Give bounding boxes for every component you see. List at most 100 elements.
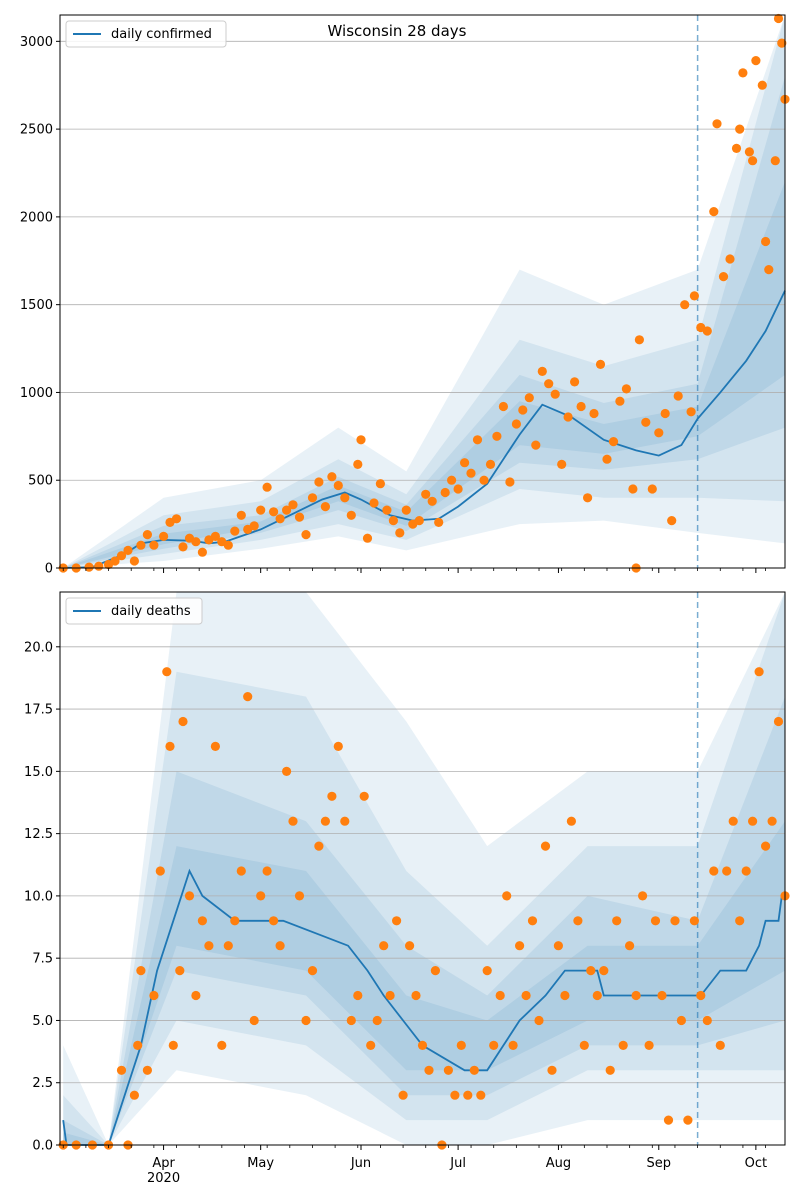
observed-point — [162, 667, 172, 677]
observed-point — [476, 1090, 486, 1100]
observed-point — [414, 516, 424, 526]
observed-point — [550, 389, 560, 399]
observed-point — [210, 741, 220, 752]
observed-point — [223, 941, 233, 951]
observed-point — [159, 531, 169, 542]
observed-point — [301, 530, 311, 540]
observed-point — [773, 716, 784, 727]
observed-point — [667, 516, 677, 526]
observed-point — [282, 505, 292, 515]
observed-point — [547, 1065, 557, 1075]
observed-point — [540, 841, 551, 851]
observed-point — [715, 1040, 725, 1050]
observed-point — [644, 1040, 654, 1050]
observed-point — [405, 941, 415, 951]
deaths-median-line — [62, 868, 785, 1146]
observed-point — [175, 966, 185, 976]
y-tick-label: 3000 — [20, 35, 53, 50]
legend-box — [65, 20, 227, 48]
observed-point — [430, 966, 440, 976]
observed-point — [223, 540, 233, 550]
observed-point — [589, 408, 599, 419]
observed-point — [401, 505, 411, 515]
observed-point — [544, 379, 554, 389]
confirmed-legend: daily confirmed — [65, 20, 227, 48]
observed-point — [537, 366, 547, 376]
observed-point — [641, 417, 651, 427]
observed-point — [171, 514, 182, 524]
observed-point — [761, 236, 771, 247]
deaths-chart: 0.0 2.5 5.0 7.5 10.0 12.5 15.0 17.5 20.0 Apr2020… — [24, 591, 790, 1186]
observed-point — [256, 891, 266, 901]
observed-point — [754, 667, 764, 677]
legend-label: daily confirmed — [111, 27, 212, 42]
y-tick-label: 15.0 — [24, 765, 53, 780]
observed-point — [230, 526, 240, 536]
observed-point — [307, 966, 318, 976]
observed-point — [615, 396, 625, 406]
observed-point — [388, 516, 398, 526]
observed-point — [634, 335, 645, 345]
observed-point — [327, 472, 337, 482]
observed-point — [366, 1040, 376, 1050]
observed-point — [767, 816, 777, 826]
observed-point — [631, 990, 641, 1001]
uncertainty-band-3 — [63, 696, 785, 1145]
y-tick-label: 2.5 — [32, 1076, 53, 1091]
observed-point — [379, 941, 389, 951]
y-tick-label: 7.5 — [32, 952, 53, 967]
observed-point — [385, 990, 395, 1001]
observed-point — [340, 816, 350, 826]
observed-point — [395, 528, 405, 538]
observed-point — [689, 916, 700, 926]
observed-point — [748, 816, 758, 826]
observed-point — [236, 866, 246, 876]
observed-point — [450, 1090, 460, 1100]
observed-point — [314, 841, 324, 851]
observed-point — [592, 990, 602, 1001]
observed-point — [168, 1040, 178, 1050]
uncertainty-band-2 — [63, 592, 785, 1145]
observed-point — [447, 475, 457, 485]
observed-point — [262, 482, 272, 492]
observed-point — [269, 916, 279, 926]
observed-point — [570, 377, 580, 387]
observed-point — [731, 143, 742, 153]
observed-point — [495, 990, 505, 1001]
confirmed-x-axis — [62, 568, 766, 573]
y-tick-label: 0 — [45, 562, 53, 577]
y-tick-label: 0.0 — [32, 1139, 53, 1154]
legend-box — [65, 597, 203, 625]
observed-point — [595, 359, 606, 369]
observed-point — [249, 1015, 259, 1026]
observed-point — [353, 459, 363, 469]
confirmed-chart: 0 500 1000 1500 2000 2500 3000 Wisconsin 28 da… — [20, 13, 790, 577]
deaths-uncertainty-bands — [63, 592, 785, 1145]
observed-point — [275, 941, 285, 951]
legend-label: daily deaths — [111, 604, 191, 619]
observed-point — [427, 496, 437, 506]
y-tick-label: 1500 — [20, 298, 53, 313]
observed-point — [654, 428, 664, 438]
observed-point — [155, 866, 165, 876]
observed-point — [599, 966, 609, 976]
y-tick-label: 2000 — [20, 210, 53, 225]
deaths-observed-points — [58, 667, 790, 1150]
observed-point — [625, 941, 635, 951]
observed-point — [680, 300, 690, 310]
x-tick-label: Aug — [546, 1156, 571, 1171]
observed-point — [602, 454, 612, 464]
observed-point — [573, 916, 583, 926]
observed-point — [178, 542, 188, 552]
observed-point — [748, 156, 758, 166]
observed-point — [647, 484, 657, 494]
observed-point — [702, 326, 712, 336]
observed-point — [116, 1065, 127, 1075]
observed-point — [505, 477, 515, 487]
observed-point — [314, 477, 324, 487]
observed-point — [191, 537, 201, 547]
x-tick-label: Jul — [449, 1156, 466, 1171]
observed-point — [744, 147, 755, 157]
observed-point — [197, 547, 207, 557]
observed-point — [676, 1015, 687, 1026]
